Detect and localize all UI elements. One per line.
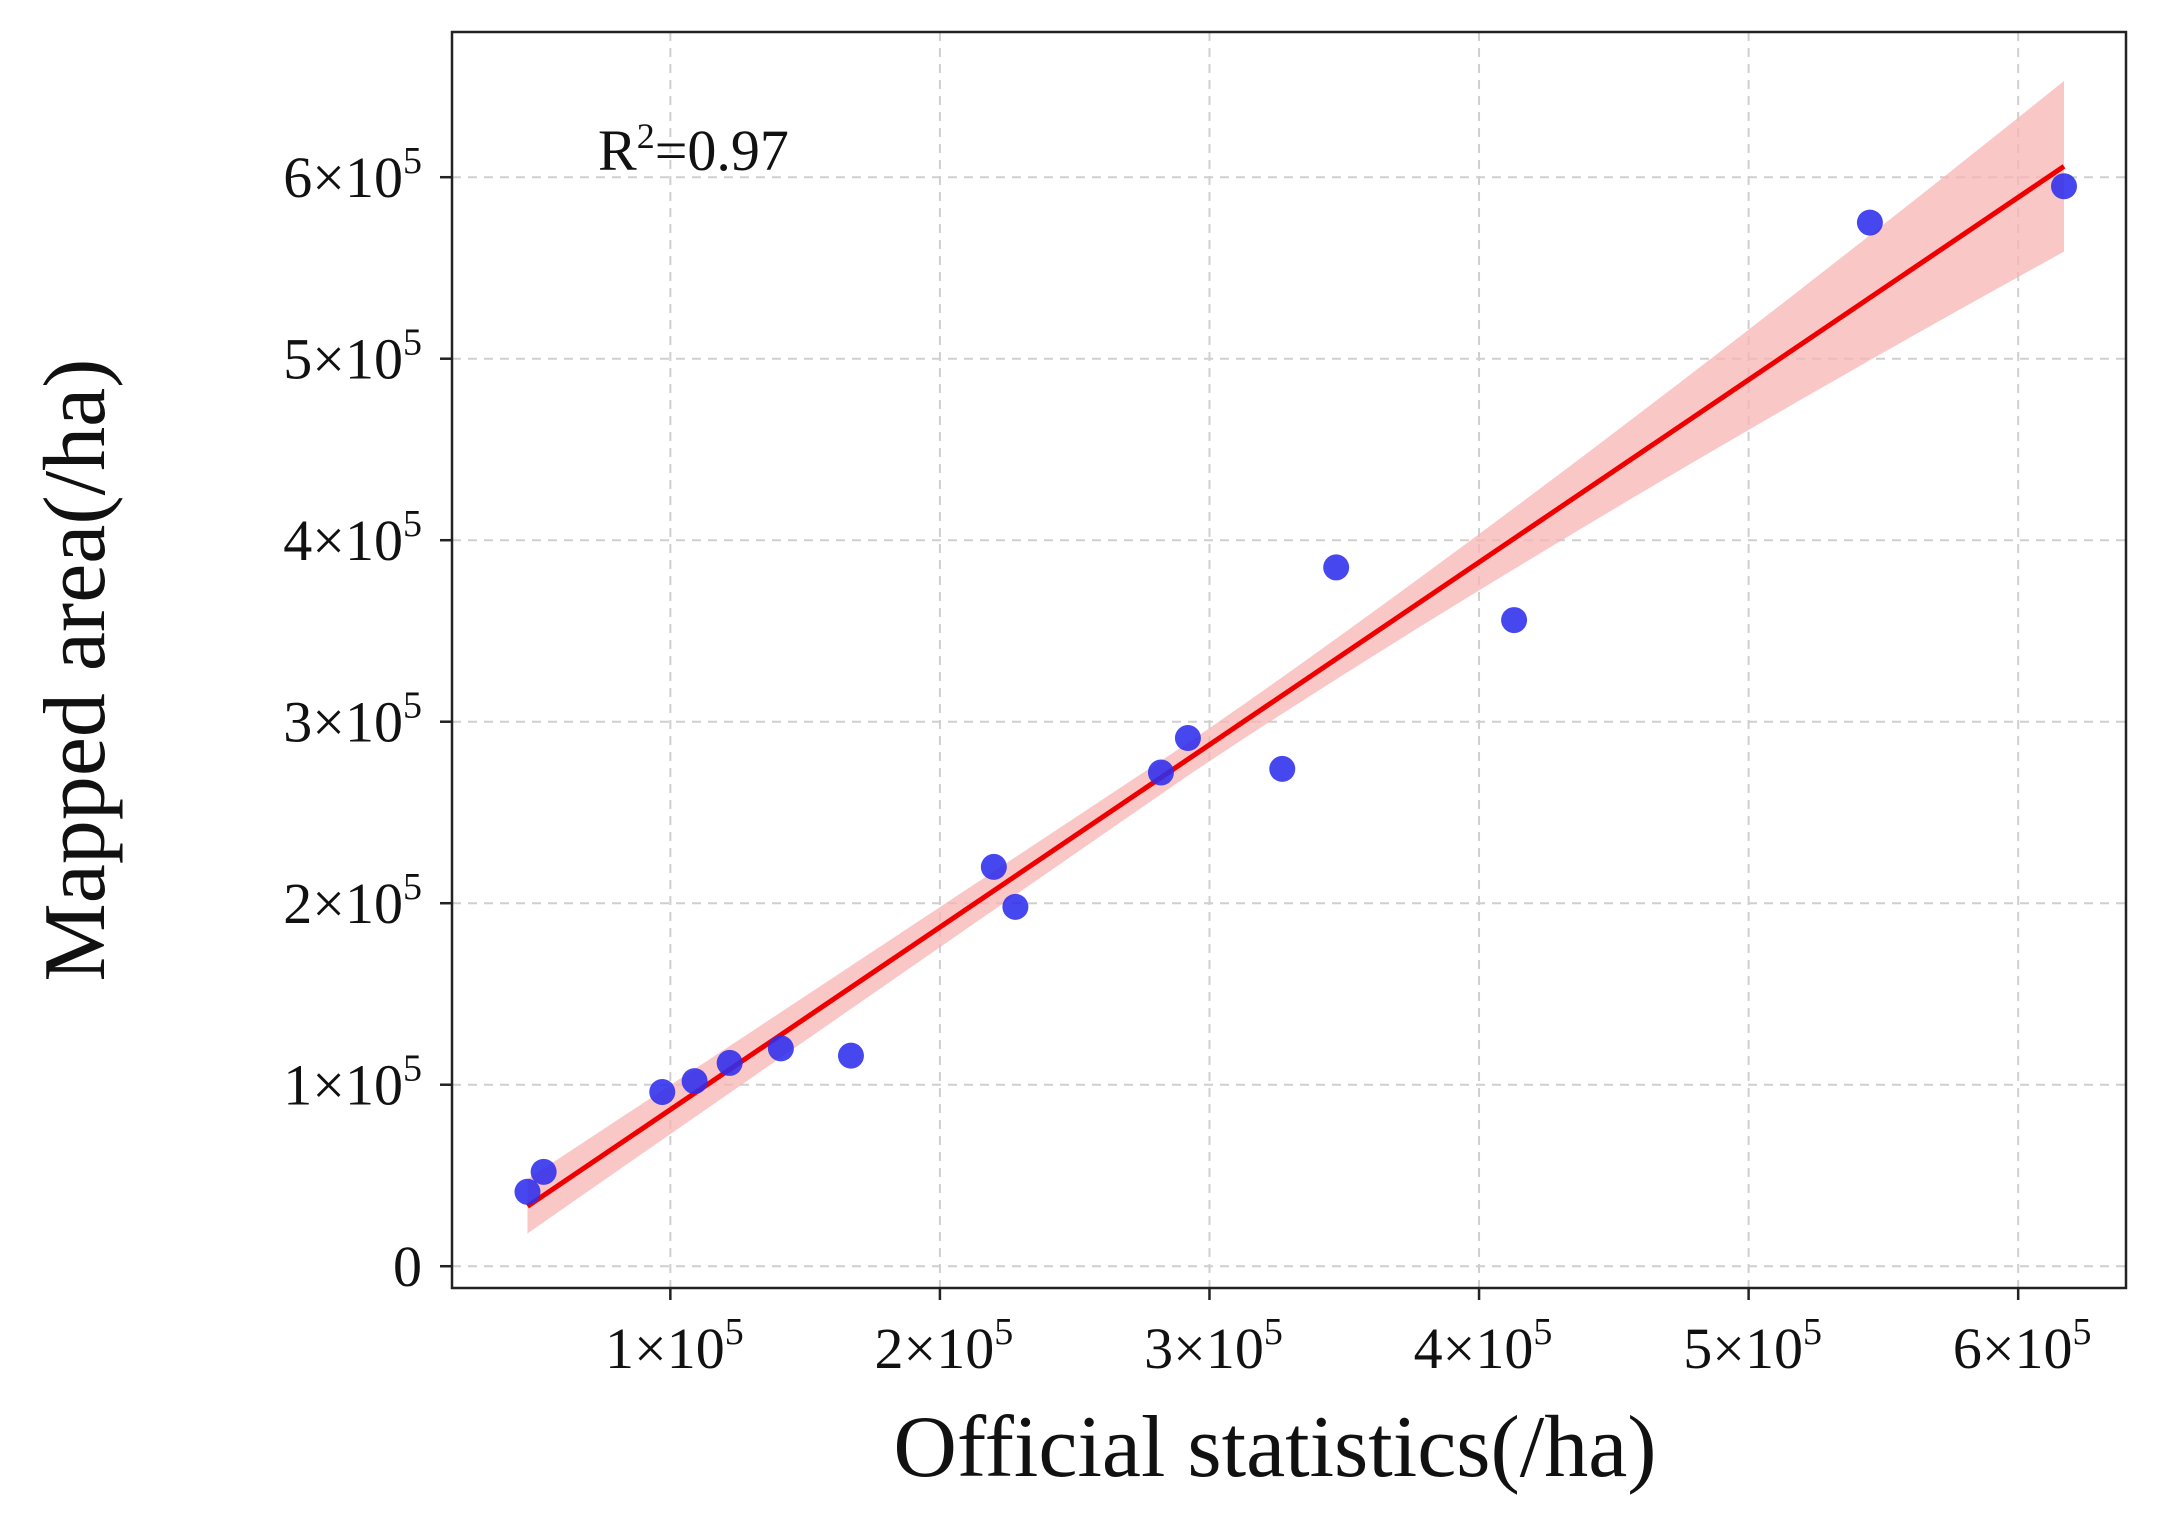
y-tick-label-1: 1×105 <box>283 1048 422 1118</box>
regression-line-layer <box>526 164 2066 1209</box>
x-tick-label-0: 1×105 <box>605 1311 744 1381</box>
y-tick-label-2: 2×105 <box>283 866 422 936</box>
data-point-7 <box>980 853 1007 880</box>
data-point-15 <box>2051 173 2077 200</box>
r-squared-base: R <box>598 118 637 183</box>
y-tick-label-4: 4×105 <box>283 503 422 573</box>
data-point-9 <box>1147 759 1174 786</box>
plot-frame <box>450 30 2128 1290</box>
tick-labels: 1×105 2×105 3×105 4×105 5×105 6×105 0 1×105 2×10… <box>283 140 2091 1381</box>
y-tick-label-3: 3×105 <box>283 685 422 755</box>
data-point-13 <box>1501 607 1528 634</box>
regression-line <box>526 164 2066 1209</box>
x-tick-label-4: 5×105 <box>1683 1311 1822 1381</box>
data-point-3 <box>681 1068 708 1095</box>
r-squared-value: =0.97 <box>655 118 789 183</box>
x-tick-label-2: 3×105 <box>1144 1311 1283 1381</box>
data-point-8 <box>1002 893 1029 920</box>
y-tick-label-6: 6×105 <box>283 140 422 210</box>
data-point-10 <box>1174 725 1201 752</box>
data-point-0 <box>514 1178 541 1205</box>
confidence-band-layer <box>527 81 2064 1234</box>
data-point-4 <box>716 1049 743 1076</box>
data-point-1 <box>530 1158 557 1185</box>
y-tick-label-5: 5×105 <box>283 322 422 392</box>
y-axis-title: Mapped area(/ha) <box>27 359 124 982</box>
confidence-band <box>527 81 2064 1234</box>
x-axis-title: Official statistics(/ha) <box>893 1399 1656 1496</box>
data-point-6 <box>837 1042 864 1069</box>
data-points <box>514 173 2077 1205</box>
data-point-2 <box>649 1078 676 1105</box>
x-tick-label-1: 2×105 <box>875 1311 1014 1381</box>
data-point-12 <box>1323 554 1350 581</box>
tick-marks <box>440 175 2020 1300</box>
x-tick-label-3: 4×105 <box>1414 1311 1553 1381</box>
data-point-11 <box>1269 755 1296 782</box>
x-tick-label-5: 6×105 <box>1953 1311 2092 1381</box>
r-squared-sup: 2 <box>637 116 655 156</box>
y-tick-label-0: 0 <box>393 1234 422 1299</box>
r-squared-annotation: R2=0.97 <box>598 116 789 183</box>
data-point-14 <box>1856 209 1883 236</box>
data-point-5 <box>767 1035 794 1062</box>
